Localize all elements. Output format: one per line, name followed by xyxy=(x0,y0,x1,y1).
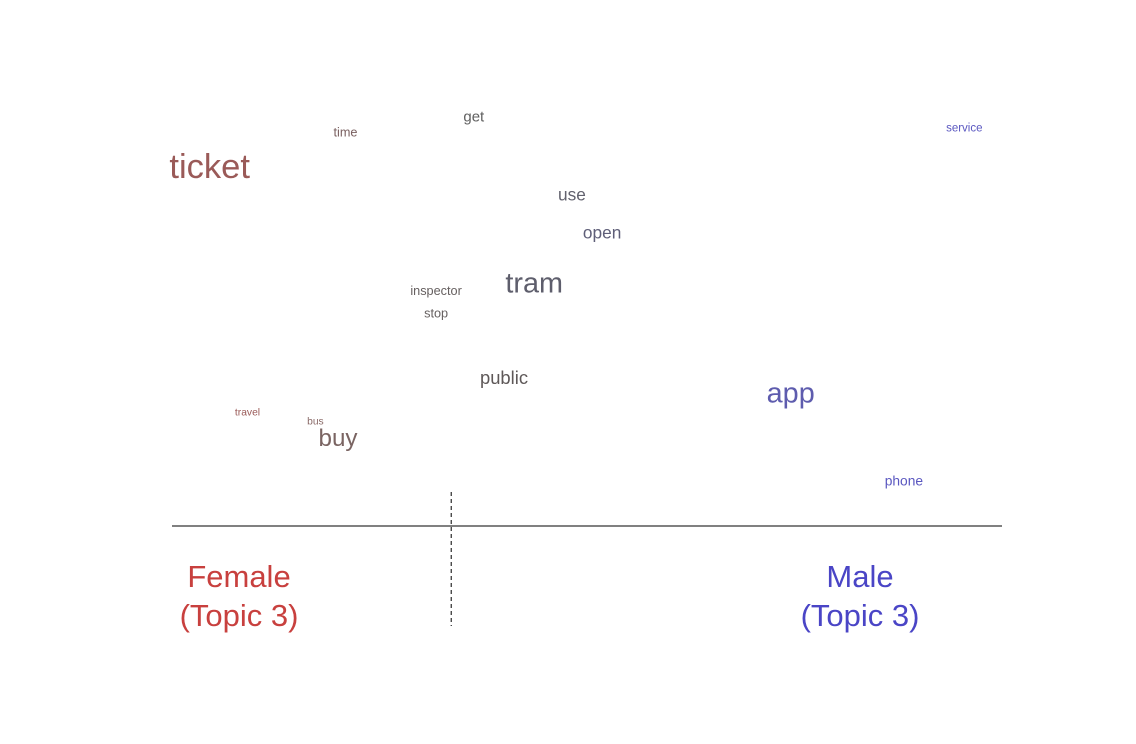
word-use: use xyxy=(558,184,586,204)
group-label-female-line2: (Topic 3) xyxy=(180,598,299,633)
word-tram: tram xyxy=(505,268,563,300)
group-label-male-line1: Male xyxy=(826,559,893,594)
group-label-female-line1: Female xyxy=(187,559,290,594)
word-time: time xyxy=(334,125,358,139)
word-cloud: service get time ticket use open tram inspector… xyxy=(169,108,982,488)
word-ticket: ticket xyxy=(169,148,250,186)
word-stop: stop xyxy=(424,307,448,321)
group-label-male-line2: (Topic 3) xyxy=(801,598,920,633)
word-public: public xyxy=(480,367,528,388)
group-label-female: Female (Topic 3) xyxy=(180,559,299,633)
word-get: get xyxy=(463,108,485,125)
word-service: service xyxy=(946,123,982,135)
word-inspector: inspector xyxy=(410,284,462,298)
word-travel: travel xyxy=(235,407,260,418)
word-open: open xyxy=(583,222,621,242)
word-bus: bus xyxy=(307,416,324,427)
word-phone: phone xyxy=(885,474,924,489)
word-app: app xyxy=(767,377,815,409)
word-buy: buy xyxy=(319,425,359,452)
group-label-male: Male (Topic 3) xyxy=(801,559,920,633)
